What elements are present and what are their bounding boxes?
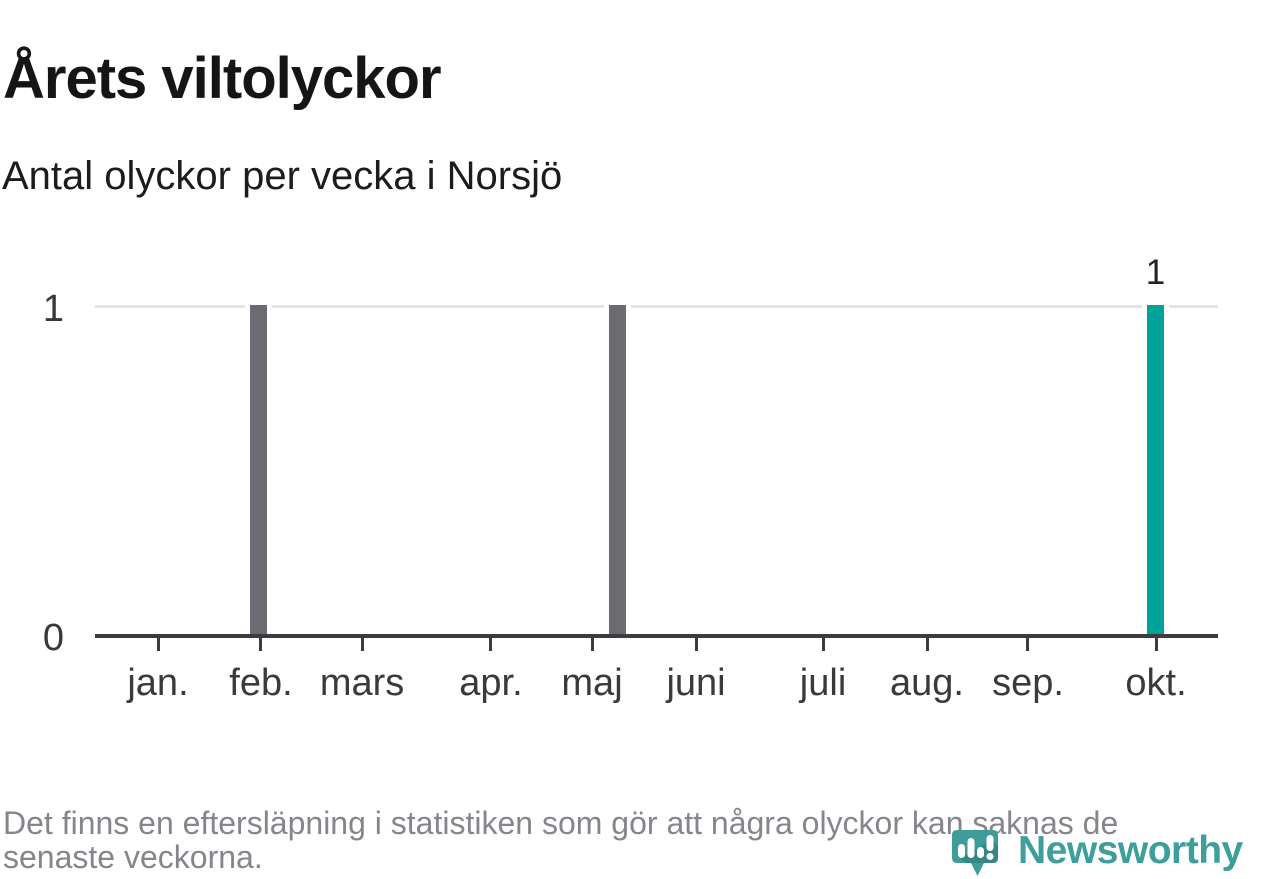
x-tick-juni	[694, 638, 698, 651]
x-tick-sep	[1026, 638, 1030, 651]
gridline-y1	[95, 305, 1218, 308]
y-axis-label-1: 1	[42, 288, 64, 330]
x-tick-label-juni: juni	[666, 662, 726, 704]
x-tick-label-apr: apr.	[459, 662, 523, 704]
x-tick-maj	[590, 638, 594, 651]
y-axis-label-0: 0	[42, 617, 64, 659]
x-tick-feb	[259, 638, 263, 651]
bar-value-label: 1	[1145, 253, 1166, 292]
x-tick-aug	[925, 638, 929, 651]
x-tick-label-juli: juli	[799, 662, 847, 704]
x-tick-okt	[1154, 638, 1158, 651]
x-tick-label-mars: mars	[319, 662, 405, 704]
brand-name: Newsworthy	[1018, 829, 1243, 872]
x-tick-label-jan: jan.	[127, 662, 189, 704]
footnote-line-1: Det finns en eftersläpning i statistiken…	[3, 805, 1119, 841]
footnote: Det finns en eftersläpning i statistiken…	[3, 806, 1253, 874]
x-tick-label-sep: sep.	[992, 662, 1064, 704]
bar	[245, 305, 273, 634]
chart-subtitle: Antal olyckor per vecka i Norsjö	[2, 154, 563, 198]
x-tick-label-feb: feb.	[229, 662, 293, 704]
footnote-line-2: senaste veckorna.	[3, 839, 263, 875]
chart-title: Årets viltolyckor	[3, 45, 442, 111]
newsworthy-speech-bubble-bar-chart-icon	[952, 830, 998, 876]
bar	[604, 305, 632, 634]
x-tick-apr	[489, 638, 493, 651]
x-tick-label-okt: okt.	[1125, 662, 1187, 704]
x-tick-label-maj: maj	[561, 662, 623, 704]
x-tick-jan	[156, 638, 160, 651]
bar-highlighted	[1141, 305, 1169, 634]
x-axis-line	[95, 634, 1218, 638]
x-tick-juli	[821, 638, 825, 651]
x-tick-label-aug: aug.	[890, 662, 964, 704]
x-tick-mars	[360, 638, 364, 651]
newsworthy-logo: Newsworthy	[952, 829, 1262, 879]
